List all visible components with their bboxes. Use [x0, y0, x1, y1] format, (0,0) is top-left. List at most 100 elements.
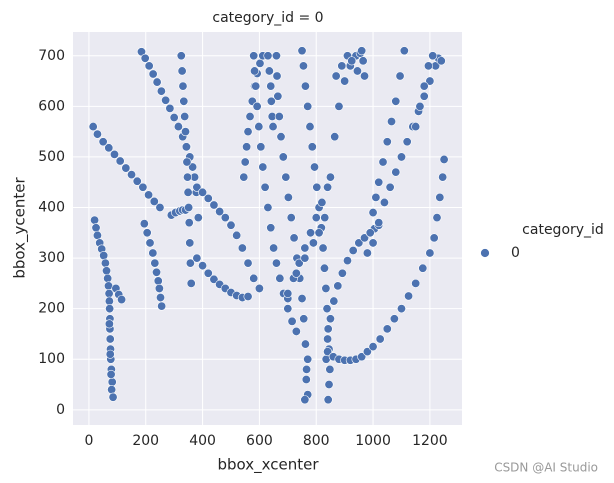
point [98, 137, 108, 147]
point [317, 197, 327, 207]
point [105, 334, 115, 344]
point [300, 395, 310, 405]
point [404, 291, 414, 301]
point [348, 246, 358, 256]
point [144, 61, 154, 71]
x-tick-label: 0 [84, 433, 93, 449]
legend-marker [480, 248, 490, 258]
point [152, 267, 162, 277]
point [255, 58, 265, 68]
point [178, 81, 188, 91]
point [337, 61, 347, 71]
point [302, 364, 312, 374]
point [387, 117, 397, 127]
point [104, 319, 114, 329]
point [391, 96, 401, 106]
point [365, 228, 375, 238]
point [263, 203, 273, 213]
point [148, 248, 158, 258]
point [325, 314, 335, 324]
point [301, 374, 311, 384]
point [312, 182, 322, 192]
point [368, 208, 378, 218]
legend-title: category_id [522, 222, 604, 238]
point [402, 137, 412, 147]
y-tick-label: 500 [38, 149, 65, 165]
point [264, 66, 274, 76]
point [303, 101, 313, 111]
point [371, 192, 381, 202]
point [185, 258, 195, 268]
point [104, 296, 114, 306]
point [271, 258, 281, 268]
point [287, 316, 297, 326]
point [334, 101, 344, 111]
point [439, 154, 449, 164]
point [354, 238, 364, 248]
point [127, 170, 137, 180]
x-tick-label: 600 [246, 433, 273, 449]
point [105, 304, 115, 314]
point [266, 81, 276, 91]
point [153, 276, 163, 286]
point [250, 66, 260, 76]
y-tick-label: 300 [38, 250, 65, 266]
point [323, 334, 333, 344]
point [100, 258, 110, 268]
point [283, 288, 293, 298]
point [321, 283, 331, 293]
point [157, 301, 167, 311]
point [139, 219, 149, 229]
point [418, 263, 428, 273]
point [144, 190, 154, 200]
point [357, 352, 367, 362]
point [266, 223, 276, 233]
point [320, 213, 330, 223]
point [179, 96, 189, 106]
point [435, 192, 445, 202]
point [276, 132, 286, 142]
point [184, 203, 194, 213]
point [192, 253, 202, 263]
point [274, 111, 284, 121]
point [239, 172, 249, 182]
point [185, 238, 195, 248]
y-tick-label: 0 [56, 402, 65, 418]
point [180, 111, 190, 121]
point [291, 326, 301, 336]
point [271, 51, 281, 61]
point [395, 71, 405, 81]
point [360, 71, 370, 81]
point [226, 220, 236, 230]
point [169, 112, 179, 122]
x-tick-label: 1200 [412, 433, 448, 449]
point [360, 233, 370, 243]
point [283, 192, 293, 202]
point [314, 228, 324, 238]
y-tick-label: 700 [38, 48, 65, 64]
point [368, 342, 378, 352]
point [389, 314, 399, 324]
point [92, 129, 102, 139]
point [323, 182, 333, 192]
point [268, 122, 278, 132]
point [294, 258, 304, 268]
point [325, 364, 335, 374]
point [347, 56, 357, 66]
point [176, 51, 186, 61]
point [436, 56, 446, 66]
point [333, 281, 343, 291]
point [337, 268, 347, 278]
y-axis-label: bbox_ycenter [11, 177, 30, 279]
point [329, 296, 339, 306]
point [419, 81, 429, 91]
point [106, 369, 116, 379]
point [283, 304, 293, 314]
point [138, 182, 148, 192]
point [374, 177, 384, 187]
point [156, 293, 166, 303]
point [107, 377, 117, 387]
point [109, 149, 119, 159]
point [107, 385, 117, 395]
point [432, 213, 442, 223]
